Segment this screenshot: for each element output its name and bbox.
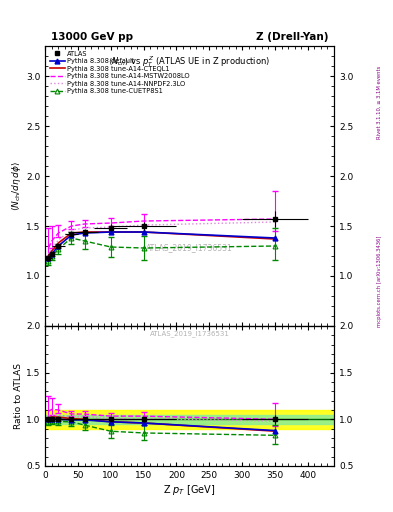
Text: 13000 GeV pp: 13000 GeV pp: [51, 32, 133, 42]
X-axis label: Z $p_T$ [GeV]: Z $p_T$ [GeV]: [163, 482, 216, 497]
Bar: [45, 415, 334, 424]
Legend: ATLAS, Pythia 8.308 default, Pythia 8.308 tune-A14-CTEQL1, Pythia 8.308 tune-A14: ATLAS, Pythia 8.308 default, Pythia 8.30…: [48, 50, 191, 96]
Text: Z (Drell-Yan): Z (Drell-Yan): [256, 32, 328, 42]
Y-axis label: Ratio to ATLAS: Ratio to ATLAS: [14, 363, 23, 429]
Text: ATLAS_2019_I1736531: ATLAS_2019_I1736531: [146, 243, 233, 252]
Text: Rivet 3.1.10, ≥ 3.1M events: Rivet 3.1.10, ≥ 3.1M events: [377, 66, 382, 139]
Text: mcplots.cern.ch [arXiv:1306.3436]: mcplots.cern.ch [arXiv:1306.3436]: [377, 236, 382, 327]
Text: ATLAS_2019_I1736531: ATLAS_2019_I1736531: [150, 330, 230, 337]
Text: $\langle N_{ch}\rangle$ vs $p_T^Z$ (ATLAS UE in Z production): $\langle N_{ch}\rangle$ vs $p_T^Z$ (ATLA…: [108, 54, 271, 70]
Y-axis label: $\langle N_\mathrm{ch}/d\eta\, d\phi \rangle$: $\langle N_\mathrm{ch}/d\eta\, d\phi \ra…: [10, 161, 23, 211]
Bar: [45, 410, 334, 429]
